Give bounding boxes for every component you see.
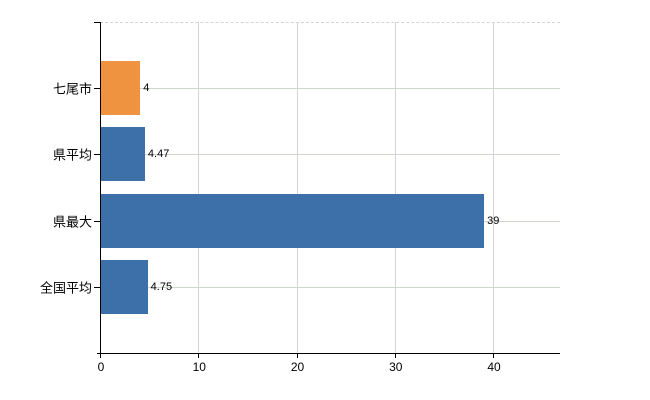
value-label: 39: [487, 214, 500, 227]
y-axis-tick: [94, 286, 100, 288]
plot-top-border: [100, 22, 560, 23]
bar-全国平均: [101, 259, 148, 314]
x-tick-label: 10: [192, 360, 206, 374]
x-axis-line: [97, 353, 560, 354]
y-axis-tick: [94, 220, 100, 222]
category-label: 全国平均: [39, 280, 92, 296]
x-axis-tick: [493, 353, 494, 358]
h-gridline: [100, 88, 560, 90]
category-label: 県平均: [52, 147, 92, 163]
y-axis-tick: [94, 154, 100, 156]
x-axis-tick: [198, 353, 200, 358]
value-label: 4.47: [147, 148, 170, 161]
bar-県最大: [101, 193, 485, 248]
bar-県平均: [101, 127, 145, 182]
category-label: 七尾市: [52, 81, 92, 97]
x-tick-label: 40: [487, 360, 501, 374]
y-axis-top-tick: [94, 22, 100, 23]
x-tick-label: 20: [290, 360, 305, 374]
h-gridline: [100, 154, 560, 156]
v-gridline: [296, 22, 298, 353]
x-axis-tick: [296, 353, 298, 358]
x-axis-tick: [394, 353, 396, 358]
bar-七尾市: [101, 61, 141, 116]
category-label: 県最大: [52, 214, 92, 230]
v-gridline: [198, 22, 200, 353]
h-gridline: [100, 286, 560, 288]
y-axis-line: [100, 22, 101, 358]
x-tick-label: 0: [97, 360, 105, 374]
value-label: 4: [143, 82, 150, 95]
x-axis-tick: [100, 353, 101, 358]
value-label: 4.75: [150, 280, 173, 293]
v-gridline: [394, 22, 396, 353]
v-gridline: [493, 22, 494, 353]
y-axis-tick: [94, 88, 100, 90]
x-tick-label: 30: [389, 360, 403, 374]
